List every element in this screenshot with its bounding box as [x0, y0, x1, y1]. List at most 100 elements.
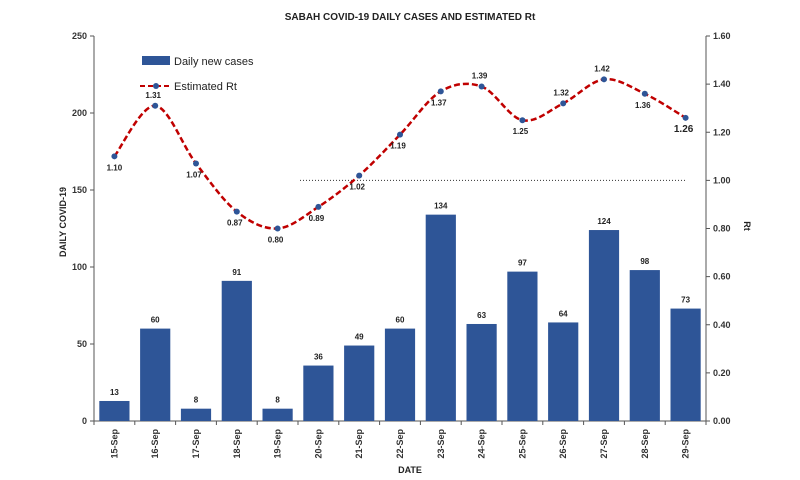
- x-tick-label: 18-Sep: [232, 428, 242, 458]
- rt-data-label: 0.89: [309, 214, 325, 223]
- bar-data-label: 13: [110, 388, 119, 397]
- rt-point: [519, 117, 526, 124]
- y2-tick-label: 1.00: [713, 175, 731, 185]
- x-tick-label: 16-Sep: [150, 428, 160, 458]
- y2-tick-label: 0.00: [713, 416, 731, 426]
- x-tick-label: 21-Sep: [354, 428, 364, 458]
- x-tick-label: 29-Sep: [681, 428, 691, 458]
- x-tick-label: 17-Sep: [191, 428, 201, 458]
- rt-point: [397, 131, 403, 138]
- bar: [140, 328, 171, 421]
- rt-data-label: 1.42: [594, 64, 610, 73]
- bar: [180, 408, 212, 421]
- rt-point: [601, 76, 607, 83]
- rt-data-label: 1.26: [674, 124, 694, 135]
- rt-data-label: 1.31: [145, 91, 161, 100]
- rt-data-label: 1.39: [472, 72, 488, 81]
- chart-title: SABAH COVID-19 DAILY CASES AND ESTIMATED…: [285, 12, 536, 23]
- y-axis-title: DAILY COVID-19: [58, 187, 68, 257]
- rt-point: [274, 225, 281, 232]
- bar-data-label: 64: [559, 309, 568, 318]
- y-tick-label: 250: [72, 31, 87, 41]
- bar: [629, 270, 660, 421]
- rt-point: [152, 102, 159, 109]
- bar: [221, 280, 252, 421]
- bar-data-label: 8: [275, 396, 280, 405]
- x-tick-label: 27-Sep: [599, 428, 609, 458]
- x-tick-label: 19-Sep: [273, 428, 283, 458]
- x-tick-label: 22-Sep: [395, 428, 405, 458]
- y-tick-label: 200: [72, 108, 87, 118]
- y-tick-label: 50: [77, 339, 87, 349]
- legend-swatch-daily-cases: [142, 56, 170, 65]
- bar: [588, 230, 620, 421]
- bar-data-label: 73: [681, 296, 690, 305]
- x-tick-label: 25-Sep: [517, 428, 527, 458]
- rt-point: [193, 160, 199, 167]
- rt-line: [113, 77, 687, 230]
- bar: [425, 214, 456, 421]
- rt-data-label: 1.37: [431, 98, 447, 107]
- bar-data-label: 91: [232, 268, 241, 277]
- bar-data-label: 97: [518, 259, 527, 268]
- rt-data-label: 1.36: [635, 101, 651, 110]
- bar-data-label: 36: [314, 353, 323, 362]
- bar: [670, 308, 701, 421]
- y2-tick-label: 1.60: [713, 31, 731, 41]
- bar-data-label: 49: [355, 333, 364, 342]
- bar: [262, 408, 293, 421]
- bar-data-label: 60: [396, 316, 405, 325]
- x-tick-label: 24-Sep: [477, 428, 487, 458]
- rt-data-label: 1.25: [513, 127, 529, 136]
- legend-label-daily-cases: Daily new cases: [174, 56, 254, 68]
- rt-data-label: 0.87: [227, 219, 243, 228]
- bar-data-label: 134: [434, 202, 448, 211]
- bar-data-label: 98: [640, 257, 649, 266]
- rt-point: [478, 83, 485, 90]
- y2-tick-label: 1.40: [713, 79, 731, 89]
- y-tick-label: 0: [82, 416, 87, 426]
- bar-series: 13 60 8 91 8 36 49 60 134 63 97 64 124 98 73: [99, 202, 701, 421]
- bar-data-label: 63: [477, 311, 486, 320]
- y2-tick-label: 0.20: [713, 368, 731, 378]
- rt-data-label: 1.32: [553, 88, 569, 97]
- rt-point: [315, 203, 322, 210]
- x-tick-label: 20-Sep: [313, 428, 323, 458]
- legend-label-rt: Estimated Rt: [174, 81, 237, 93]
- bar-data-label: 124: [597, 217, 611, 226]
- bar: [99, 400, 130, 421]
- y2-tick-label: 1.20: [713, 127, 731, 137]
- x-tick-label: 28-Sep: [640, 428, 650, 458]
- rt-point: [111, 153, 118, 160]
- rt-point: [560, 100, 567, 107]
- bar-data-label: 8: [194, 396, 199, 405]
- legend: Daily new cases Estimated Rt: [140, 56, 254, 93]
- y-tick-label: 100: [72, 262, 87, 272]
- rt-data-label: 1.07: [186, 171, 202, 180]
- x-axis-title: DATE: [398, 465, 422, 475]
- bar: [344, 345, 375, 421]
- rt-point: [682, 114, 689, 121]
- y2-tick-label: 0.80: [713, 224, 731, 234]
- bar: [384, 328, 416, 421]
- bar: [507, 271, 538, 421]
- bar: [466, 323, 497, 421]
- bar: [303, 365, 334, 421]
- legend-swatch-rt-marker: [153, 83, 159, 89]
- rt-data-label: 1.10: [107, 163, 123, 172]
- bar-data-label: 60: [151, 316, 160, 325]
- x-tick-label: 23-Sep: [436, 428, 446, 458]
- rt-data-label: 1.02: [349, 183, 365, 192]
- rt-data-label: 0.80: [268, 236, 284, 245]
- x-tick-label: 15-Sep: [109, 428, 119, 458]
- y2-tick-label: 0.60: [713, 272, 731, 282]
- rt-point: [233, 208, 240, 215]
- y2-tick-label: 0.40: [713, 320, 731, 330]
- x-tick-label: 26-Sep: [558, 428, 568, 458]
- y-tick-label: 150: [72, 185, 87, 195]
- y2-axis-title: Rt: [742, 221, 752, 231]
- rt-point: [437, 88, 444, 95]
- rt-point: [356, 172, 363, 179]
- rt-data-label: 1.19: [390, 142, 406, 151]
